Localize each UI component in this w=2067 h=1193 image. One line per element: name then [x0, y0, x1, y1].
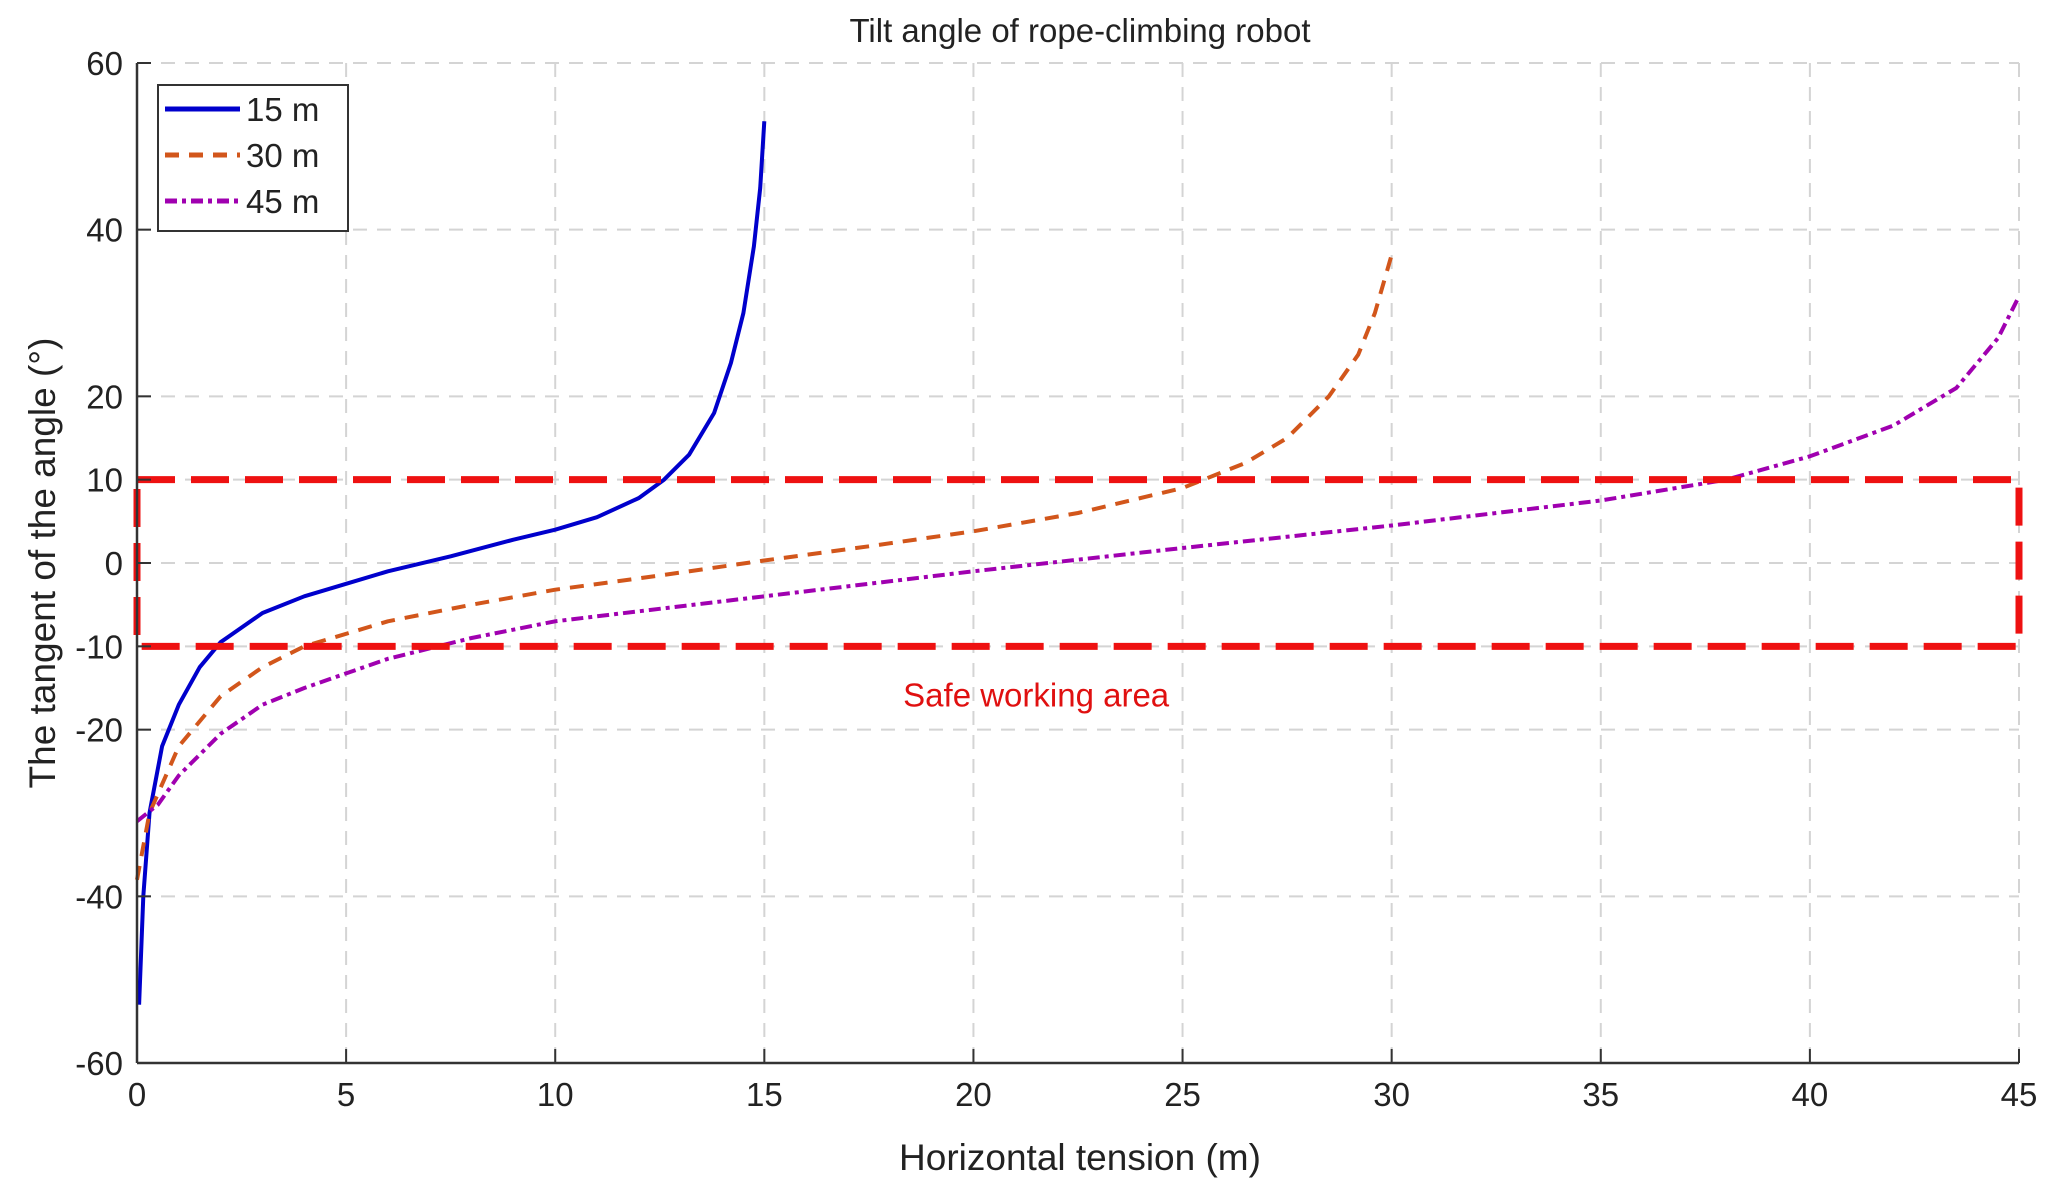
- legend: 15 m 30 m 45 m: [157, 84, 349, 232]
- y-tick-label: -40: [75, 878, 123, 915]
- y-tick-label: -60: [75, 1045, 123, 1082]
- x-tick-label: 35: [1582, 1076, 1619, 1113]
- x-tick-label: 40: [1792, 1076, 1829, 1113]
- y-tick-label: -10: [75, 628, 123, 665]
- y-tick-label: 0: [105, 545, 123, 582]
- axes: 0 5 10 15 20 25 30 35 40 45 -60 -40 -20 -10 0 10 20 40 60: [75, 45, 2037, 1113]
- y-axis-label: The tangent of the angle (°): [22, 338, 63, 789]
- x-tick-label: 0: [128, 1076, 146, 1113]
- y-tick-label: 60: [86, 45, 123, 82]
- y-tick-label: 10: [86, 462, 123, 499]
- x-tick-label: 45: [2001, 1076, 2038, 1113]
- chart-title: Tilt angle of rope-climbing robot: [849, 12, 1310, 49]
- legend-label: 45 m: [246, 183, 319, 220]
- legend-label: 30 m: [246, 137, 319, 174]
- y-tick-label: -20: [75, 712, 123, 749]
- series-line-15m: [137, 121, 767, 1005]
- y-tick-label: 20: [86, 378, 123, 415]
- series-line-45m: [135, 295, 2021, 823]
- series-line-30m: [135, 254, 1394, 881]
- y-tick-label: 40: [86, 212, 123, 249]
- legend-label: 15 m: [246, 91, 319, 128]
- x-tick-label: 5: [337, 1076, 355, 1113]
- x-axis-label: Horizontal tension (m): [899, 1137, 1261, 1178]
- x-tick-label: 20: [955, 1076, 992, 1113]
- x-tick-label: 25: [1164, 1076, 1201, 1113]
- x-tick-label: 10: [537, 1076, 574, 1113]
- x-tick-label: 15: [746, 1076, 783, 1113]
- annotation-safe-working-area: Safe working area: [903, 677, 1170, 714]
- x-tick-label: 30: [1373, 1076, 1410, 1113]
